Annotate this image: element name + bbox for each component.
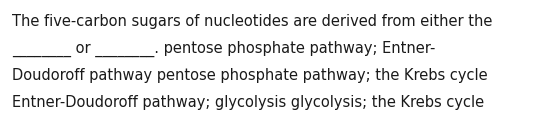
Text: ________ or ________. pentose phosphate pathway; Entner-: ________ or ________. pentose phosphate … [12, 41, 435, 57]
Text: Entner-Doudoroff pathway; glycolysis glycolysis; the Krebs cycle: Entner-Doudoroff pathway; glycolysis gly… [12, 95, 484, 110]
Text: Doudoroff pathway pentose phosphate pathway; the Krebs cycle: Doudoroff pathway pentose phosphate path… [12, 68, 488, 83]
Text: The five-carbon sugars of nucleotides are derived from either the: The five-carbon sugars of nucleotides ar… [12, 14, 492, 29]
